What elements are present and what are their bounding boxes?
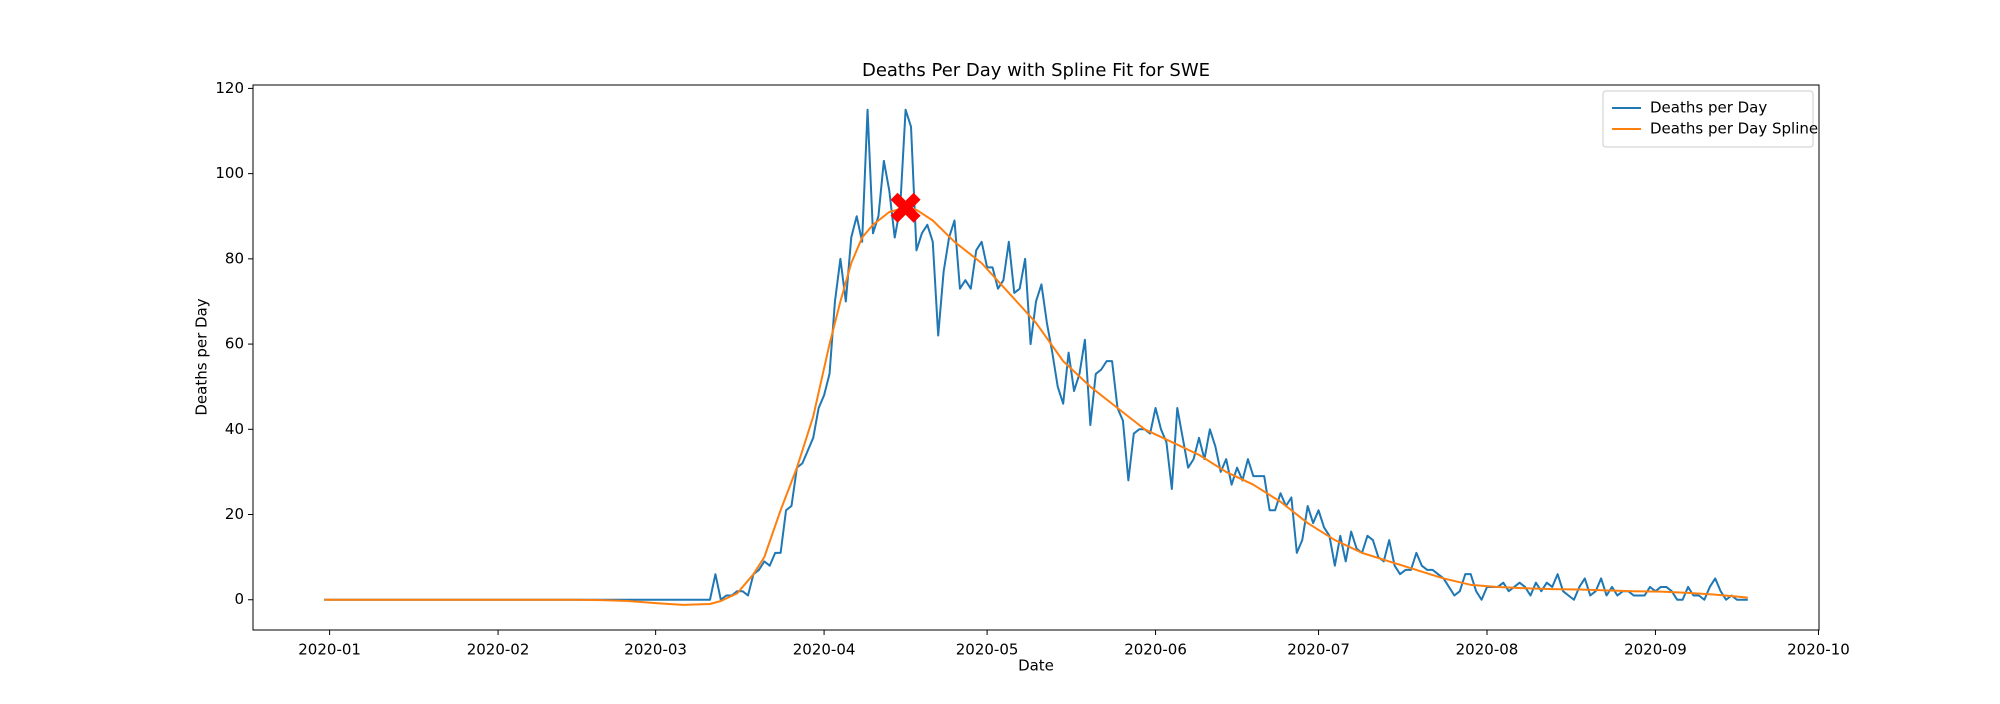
y-tick-label: 0 bbox=[234, 590, 244, 608]
x-tick-label: 2020-04 bbox=[793, 641, 856, 659]
x-tick-label: 2020-09 bbox=[1624, 641, 1687, 659]
plot-frame bbox=[252, 84, 1820, 631]
data-line bbox=[324, 108, 1748, 601]
x-tick-label: 2020-03 bbox=[624, 641, 687, 659]
y-tick-label: 120 bbox=[215, 79, 244, 97]
legend-label: Deaths per Day Spline bbox=[1650, 120, 1818, 138]
x-tick-label: 2020-06 bbox=[1124, 641, 1187, 659]
x-tick-label: 2020-07 bbox=[1287, 641, 1350, 659]
y-tick-label: 100 bbox=[215, 164, 244, 182]
x-tick-label: 2020-01 bbox=[298, 641, 361, 659]
data-line bbox=[324, 206, 1748, 606]
legend-label: Deaths per Day bbox=[1650, 99, 1767, 117]
x-axis-label: Date bbox=[1018, 657, 1054, 675]
y-tick-label: 60 bbox=[225, 335, 244, 353]
chart-title: Deaths Per Day with Spline Fit for SWE bbox=[862, 60, 1210, 81]
y-tick-label: 40 bbox=[225, 420, 244, 438]
legend-box bbox=[1602, 90, 1814, 148]
y-tick-label: 20 bbox=[225, 505, 244, 523]
peak-marker bbox=[890, 192, 921, 223]
y-axis-label: Deaths per Day bbox=[193, 298, 211, 415]
x-tick-label: 2020-05 bbox=[956, 641, 1019, 659]
x-tick-label: 2020-02 bbox=[467, 641, 530, 659]
x-tick-label: 2020-10 bbox=[1787, 641, 1850, 659]
y-tick-label: 80 bbox=[225, 249, 244, 267]
x-tick-label: 2020-08 bbox=[1456, 641, 1519, 659]
